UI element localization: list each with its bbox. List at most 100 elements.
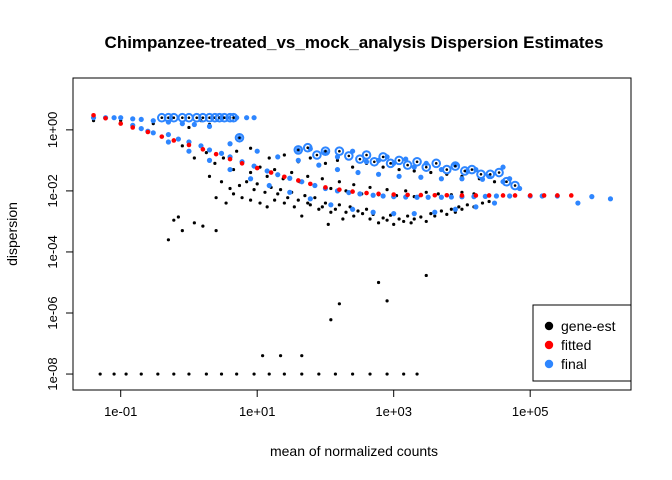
- final-outlier-center: [389, 162, 392, 165]
- gene-est-point: [465, 203, 469, 207]
- gene-est-point: [214, 196, 218, 200]
- fitted-point: [308, 181, 313, 187]
- final-point: [275, 172, 281, 178]
- y-tick-label: 1e-02: [45, 174, 60, 207]
- gene-est-point: [460, 190, 464, 194]
- fitted-point: [295, 178, 301, 183]
- final-outlier-ring: [355, 154, 365, 164]
- final-outlier-center: [434, 162, 438, 165]
- gene-est-point: [252, 372, 256, 376]
- final-point: [375, 171, 382, 177]
- final-outlier-center: [160, 116, 164, 120]
- gene-est-point: [439, 209, 443, 213]
- final-point: [414, 194, 420, 200]
- gene-est-point: [255, 182, 259, 186]
- final-point: [130, 116, 136, 122]
- final-point: [350, 206, 356, 212]
- final-point: [391, 211, 397, 217]
- fitted-point: [364, 190, 369, 196]
- final-point: [186, 148, 192, 154]
- final-outlier-ring: [450, 161, 461, 171]
- final-outlier-center: [324, 149, 327, 153]
- final-point: [607, 196, 614, 202]
- final-outlier-ring: [293, 145, 304, 155]
- final-outlier-center: [187, 116, 191, 120]
- gene-est-point: [333, 372, 338, 376]
- final-point: [175, 136, 181, 142]
- final-point: [452, 206, 458, 212]
- final-point: [473, 204, 479, 210]
- final-outlier-ring: [228, 112, 239, 123]
- final-outlier-center: [195, 116, 199, 120]
- gene-est-point: [397, 217, 401, 221]
- final-outlier-center: [232, 116, 235, 120]
- gene-est-point: [337, 203, 341, 207]
- final-outlier-center: [338, 149, 341, 153]
- gene-est-point: [300, 372, 304, 376]
- final-outlier-ring: [467, 164, 477, 175]
- gene-est-point: [273, 198, 277, 202]
- gene-est-point: [433, 214, 437, 218]
- gene-est-point: [368, 217, 372, 221]
- final-outlier-center: [415, 160, 419, 164]
- fitted-point: [213, 151, 219, 157]
- x-axis-label: mean of normalized counts: [270, 443, 438, 459]
- final-outlier-center: [406, 163, 409, 167]
- final-outlier-ring: [476, 169, 486, 180]
- fitted-point: [418, 192, 424, 198]
- fitted-point: [145, 129, 151, 135]
- gene-est-point: [180, 229, 184, 233]
- gene-est-point: [187, 372, 191, 376]
- y-tick-label: 1e+00: [45, 112, 60, 149]
- gene-est-point: [267, 156, 271, 160]
- gene-est-point: [273, 167, 277, 172]
- gene-est-point: [445, 212, 449, 216]
- y-tick-label: 1e-04: [45, 235, 60, 268]
- fitted-point: [103, 115, 108, 121]
- gene-est-point: [231, 167, 236, 172]
- gene-est-point: [308, 156, 312, 160]
- gene-est-point: [492, 180, 497, 184]
- gene-est-point: [412, 169, 416, 173]
- fitted-point: [444, 192, 450, 198]
- gene-est-point: [457, 205, 461, 209]
- final-point: [138, 125, 144, 132]
- gene-est-point: [292, 205, 296, 209]
- gene-est-point: [112, 372, 116, 376]
- fitted-point: [186, 142, 192, 148]
- gene-est-point: [429, 212, 433, 216]
- gene-est-point: [213, 161, 217, 165]
- gene-est-point: [176, 215, 180, 219]
- final-outlier-center: [470, 168, 474, 171]
- gene-est-point: [341, 217, 345, 221]
- fitted-point: [350, 189, 355, 194]
- fitted-point: [486, 193, 492, 198]
- final-point: [264, 168, 270, 174]
- final-outlier-center: [238, 136, 241, 140]
- final-point: [355, 169, 361, 176]
- gene-est-point: [252, 188, 256, 192]
- final-outlier-ring: [501, 176, 512, 187]
- legend-marker-gene-est: [544, 321, 554, 331]
- gene-est-point: [248, 170, 253, 175]
- final-point: [438, 176, 444, 182]
- gene-est-point: [323, 161, 328, 165]
- final-outlier-ring: [402, 160, 413, 170]
- gene-est-point: [392, 222, 396, 226]
- final-outlier-ring: [510, 180, 520, 191]
- final-point: [227, 166, 233, 173]
- final-outlier-center: [358, 157, 362, 161]
- final-point: [150, 130, 156, 136]
- final-point: [357, 191, 363, 197]
- gene-est-point: [419, 215, 423, 219]
- final-outlier-center: [397, 159, 401, 162]
- final-point: [244, 115, 250, 121]
- gene-est-point: [360, 212, 365, 216]
- fitted-point: [376, 191, 381, 197]
- final-point: [287, 189, 293, 195]
- final-point: [118, 115, 124, 121]
- gene-est-point: [333, 207, 338, 211]
- gene-est-point: [449, 207, 453, 211]
- final-point: [150, 118, 156, 124]
- final-outlier-center: [306, 146, 310, 150]
